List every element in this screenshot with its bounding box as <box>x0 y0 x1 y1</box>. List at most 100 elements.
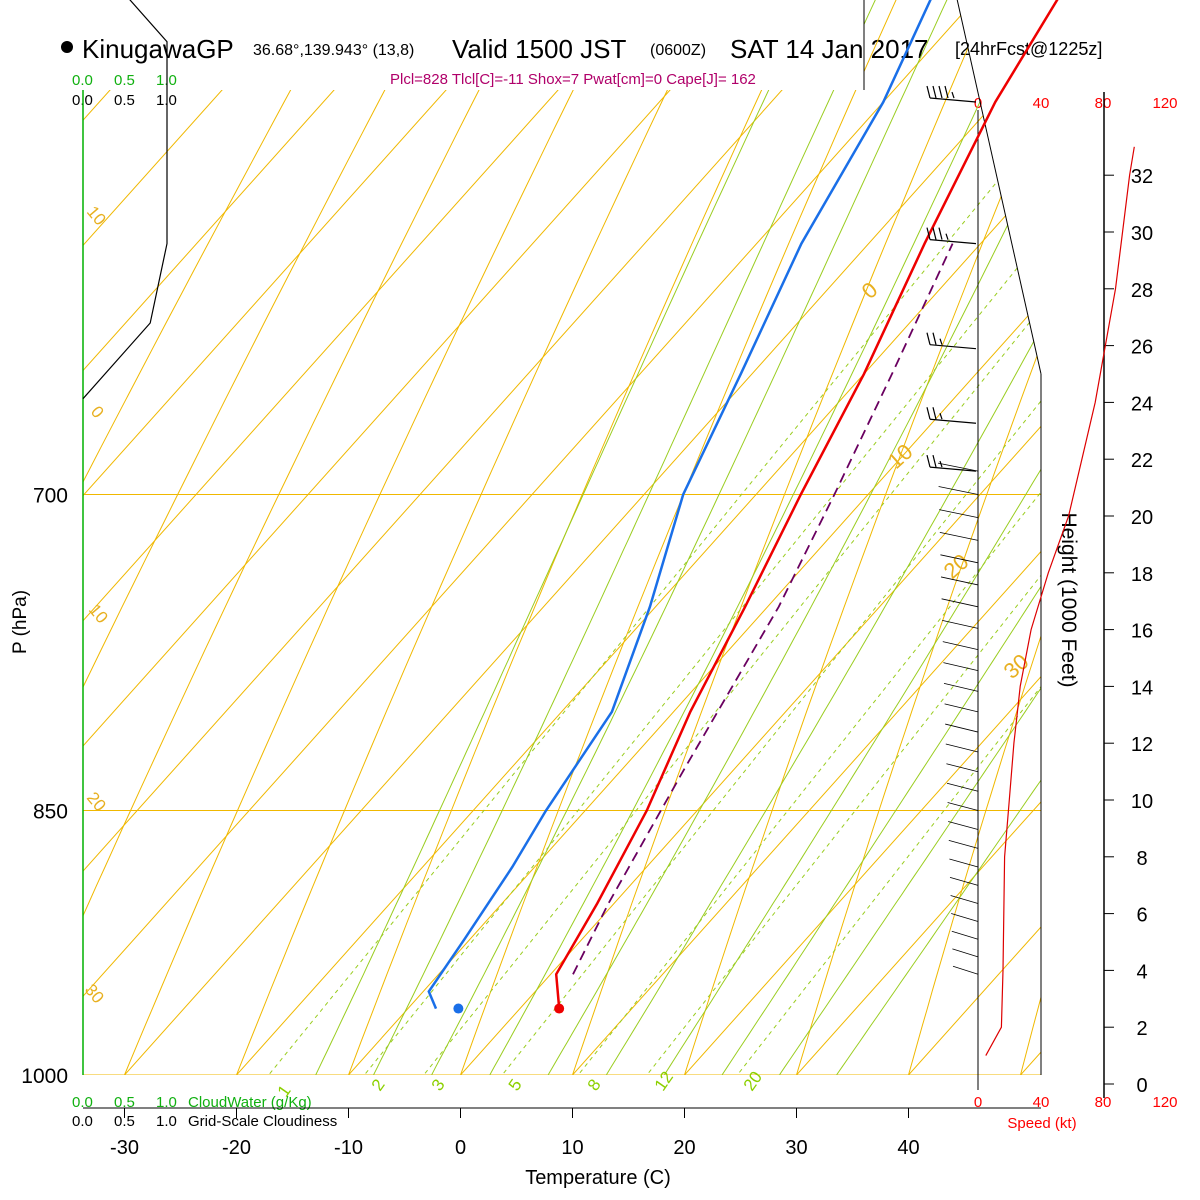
isotherm-30 <box>725 0 1041 1076</box>
wind-barb-feather <box>926 85 931 99</box>
temperature-tick-30: 30 <box>785 1137 807 1159</box>
wind-barb-690 <box>926 454 977 472</box>
mixing-ratio-12 <box>584 0 1041 1076</box>
height-tick-4: 4 <box>1136 961 1147 983</box>
mixing-ratio-8 <box>515 0 1041 1076</box>
low-level-wind-barb <box>940 576 979 586</box>
wind-barb-feather <box>938 227 943 240</box>
mixing-ratio-label-20: 20 <box>740 1068 766 1094</box>
low-level-wind-barb <box>937 462 979 472</box>
low-level-wind-barb <box>938 486 979 495</box>
station-name: KinugawaGP <box>82 34 234 64</box>
speed-tick-top-120: 120 <box>1152 95 1177 112</box>
cloudiness-bottom-tick-0: 0.0 <box>72 1113 93 1130</box>
wind-barb-feather <box>926 332 931 345</box>
low-level-wind-barb <box>943 682 979 692</box>
valid-utc: (0600Z) <box>650 42 706 59</box>
mixing-ratio-3 <box>359 0 1041 1076</box>
pressure-tick-1000: 1000 <box>21 1065 68 1088</box>
valid-date: SAT 14 Jan 2017 <box>730 34 929 64</box>
cloudwater-tick-0: 0.0 <box>72 72 93 89</box>
dry-adiabat-0 <box>431 0 1041 1076</box>
mixing-ratio-20 <box>675 0 1041 1076</box>
temperature-tick--30: -30 <box>110 1137 139 1159</box>
dry-adiabat-20 <box>659 0 1041 1076</box>
low-level-wind-barb <box>939 509 979 518</box>
height-tick-8: 8 <box>1136 848 1147 870</box>
height-tick-12: 12 <box>1131 734 1153 756</box>
cloudwater-bottom-tick-0: 0.0 <box>72 1094 93 1111</box>
speed-tick-bottom-80: 80 <box>1095 1094 1112 1111</box>
low-level-wind-barb <box>942 619 979 629</box>
moist-adiabat-15 <box>556 0 1041 1076</box>
dewpoint-line <box>427 0 932 1010</box>
low-level-wind-barb <box>947 802 979 811</box>
height-tick-14: 14 <box>1131 677 1153 699</box>
wind-barb-600 <box>926 227 977 245</box>
isotherm-label-0: 0 <box>87 402 108 421</box>
height-axis-label: Height (1000 Feet) <box>1057 512 1080 687</box>
moist-adiabat-25 <box>668 0 1041 1076</box>
wind-barb-staff <box>929 97 977 103</box>
low-level-wind-barb <box>951 930 979 940</box>
wind-barb-half-feather <box>951 91 955 99</box>
dry-adiabat-10 <box>545 0 1041 1076</box>
temperature-tick-40: 40 <box>897 1137 919 1159</box>
low-level-wind-barb <box>943 662 979 672</box>
low-level-wind-barb <box>952 948 979 958</box>
dry-adiabat--30 <box>91 0 1041 1076</box>
low-level-wind-barb <box>950 895 979 904</box>
isotherm-10 <box>501 0 1041 1076</box>
stability-indices: Plcl=828 Tlcl[C]=-11 Shox=7 Pwat[cm]=0 C… <box>390 71 756 88</box>
mixing-ratio-label-2: 2 <box>368 1076 389 1095</box>
wind-barb-feather <box>932 227 937 240</box>
wind-barb-feather <box>932 332 937 345</box>
cloudiness-tick-1: 0.5 <box>114 92 135 109</box>
frame-right-diagonal <box>956 0 1042 375</box>
low-level-wind-barb <box>946 782 979 792</box>
speed-tick-top-0: 0 <box>974 95 982 112</box>
moist-adiabat--10 <box>276 0 1041 1076</box>
moist-adiabat-20 <box>612 0 1041 1076</box>
mixing-ratio-label-8: 8 <box>584 1076 605 1095</box>
height-tick-24: 24 <box>1131 393 1153 415</box>
mixing-ratio-5 <box>438 0 1041 1076</box>
low-level-wind-barb <box>949 858 979 868</box>
wind-speed-line <box>985 146 1135 1056</box>
wind-barb-staff <box>929 239 977 245</box>
parcel-line <box>572 243 954 975</box>
plot-frame <box>82 0 1105 1098</box>
low-level-wind-barb <box>945 743 979 753</box>
wind-barb-670 <box>926 407 977 424</box>
temperature-line <box>554 0 1059 1009</box>
low-level-wind-barb <box>939 531 979 541</box>
height-tick-20: 20 <box>1131 507 1153 529</box>
mixing-ratio-label-5: 5 <box>505 1076 526 1095</box>
low-level-wind-barb <box>946 763 979 773</box>
cloudwater-label: CloudWater (g/Kg) <box>188 1094 312 1111</box>
mixing-ratio-label-3: 3 <box>428 1076 449 1095</box>
dry-adiabat-label-20: 20 <box>939 549 974 584</box>
height-tick-22: 22 <box>1131 450 1153 472</box>
low-level-wind-barb <box>945 723 979 733</box>
wind-barb-feather <box>944 85 949 99</box>
height-tick-28: 28 <box>1131 280 1153 302</box>
height-tick-0: 0 <box>1136 1075 1147 1097</box>
isotherm--60 <box>83 0 1041 1076</box>
height-tick-30: 30 <box>1131 223 1153 245</box>
speed-tick-bottom-120: 120 <box>1152 1094 1177 1111</box>
moist-adiabat-30 <box>724 0 1041 1076</box>
wind-barb-feather <box>938 85 943 99</box>
wind-barb-staff <box>929 418 977 424</box>
low-level-wind-barb <box>942 641 979 651</box>
y-axis-label: P (hPa) <box>10 590 31 654</box>
dry-adiabat--40 <box>83 0 1041 1076</box>
wind-barb-640 <box>926 332 977 350</box>
height-tick-16: 16 <box>1131 621 1153 643</box>
speed-tick-top-80: 80 <box>1095 95 1112 112</box>
isotherm--120 <box>83 0 1041 1076</box>
isotherm-label--30: 30 <box>81 980 108 1007</box>
temperature-tick--20: -20 <box>222 1137 251 1159</box>
cloudwater-bottom-tick-2: 1.0 <box>156 1094 177 1111</box>
